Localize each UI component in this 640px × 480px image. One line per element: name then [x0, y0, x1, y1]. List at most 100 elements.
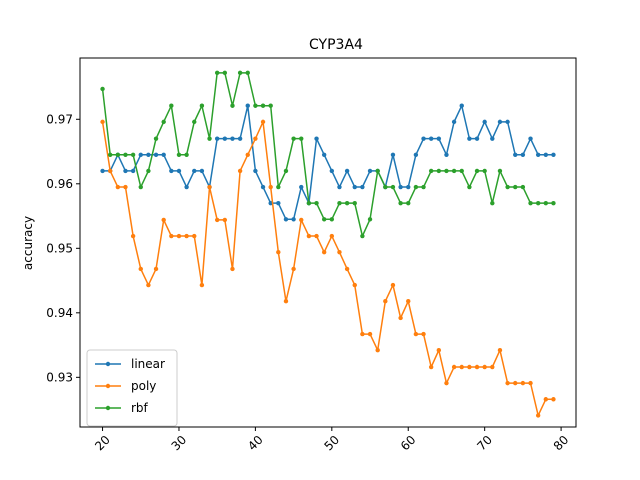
data-point [482, 364, 487, 370]
data-point [459, 103, 464, 108]
data-point [268, 103, 273, 108]
data-point [276, 184, 281, 190]
data-point [490, 136, 495, 141]
data-point [314, 200, 319, 206]
data-point [344, 200, 350, 206]
series-poly [100, 119, 556, 418]
data-point [260, 103, 266, 108]
data-point [153, 136, 159, 141]
data-point [299, 217, 304, 223]
data-point [413, 331, 419, 337]
data-point [451, 364, 457, 370]
data-point [260, 184, 266, 190]
data-point [459, 364, 464, 370]
data-point [428, 168, 434, 174]
data-point [299, 136, 304, 141]
data-point [276, 249, 281, 255]
data-point [199, 282, 205, 288]
data-point [115, 184, 121, 190]
data-point [245, 70, 250, 76]
data-point [161, 119, 166, 125]
data-point [184, 152, 189, 157]
y-tick-label: 0.93 [46, 370, 73, 384]
data-point [299, 184, 304, 190]
data-point [551, 200, 556, 206]
y-tick-label: 0.96 [46, 177, 73, 191]
data-point [421, 331, 426, 337]
data-point [169, 233, 174, 239]
data-point [398, 200, 403, 206]
data-point [352, 282, 357, 288]
data-point [100, 86, 105, 92]
legend-label-linear: linear [131, 357, 165, 371]
data-point [199, 103, 205, 108]
data-point [490, 364, 495, 370]
data-point [222, 136, 228, 141]
data-point [306, 233, 312, 239]
data-point [367, 217, 373, 222]
data-point [100, 119, 105, 125]
data-point [360, 184, 365, 190]
data-point [398, 315, 403, 321]
data-point [390, 184, 396, 190]
data-point [253, 168, 258, 174]
data-point [360, 331, 365, 337]
series-rbf [100, 70, 556, 239]
data-point [352, 200, 357, 206]
data-point [100, 168, 105, 174]
data-point [497, 119, 503, 125]
data-point [367, 331, 373, 337]
data-point [551, 397, 556, 402]
legend-label-rbf: rbf [131, 401, 149, 415]
data-point [383, 184, 388, 190]
data-point [107, 152, 113, 157]
data-point [130, 233, 136, 239]
data-point [421, 184, 426, 190]
data-point [451, 168, 457, 174]
data-point [253, 103, 258, 108]
legend-marker-rbf [105, 405, 111, 411]
data-point [245, 152, 250, 157]
data-point [436, 136, 442, 141]
data-point [513, 152, 518, 157]
data-point [107, 168, 113, 174]
data-point [444, 168, 449, 174]
data-point [291, 136, 296, 141]
data-point [535, 413, 541, 418]
data-point [115, 152, 121, 157]
data-point [367, 168, 373, 174]
data-point [543, 200, 549, 206]
data-point [176, 233, 182, 239]
data-point [436, 348, 442, 353]
data-point [329, 233, 335, 239]
data-point [520, 380, 526, 386]
data-point [329, 217, 335, 222]
data-point [344, 168, 350, 174]
data-point [337, 184, 342, 190]
data-point [467, 364, 472, 370]
data-point [398, 184, 403, 190]
legend-label-poly: poly [131, 379, 156, 393]
data-point [474, 168, 480, 174]
data-point [451, 119, 457, 125]
data-point [291, 217, 296, 222]
data-point [214, 217, 220, 223]
data-point [375, 348, 380, 353]
data-point [428, 136, 434, 141]
data-point [123, 184, 128, 190]
data-point [245, 103, 250, 108]
chart-title: CYP3A4 [309, 37, 363, 53]
data-point [260, 119, 266, 125]
data-point [513, 380, 518, 386]
data-point [123, 152, 128, 157]
data-point [214, 70, 220, 76]
data-point [497, 348, 503, 353]
data-point [543, 152, 549, 157]
data-point [535, 200, 541, 206]
data-point [176, 152, 182, 157]
data-point [283, 168, 289, 174]
data-point [490, 200, 495, 206]
data-point [321, 249, 327, 255]
data-point [421, 136, 426, 141]
